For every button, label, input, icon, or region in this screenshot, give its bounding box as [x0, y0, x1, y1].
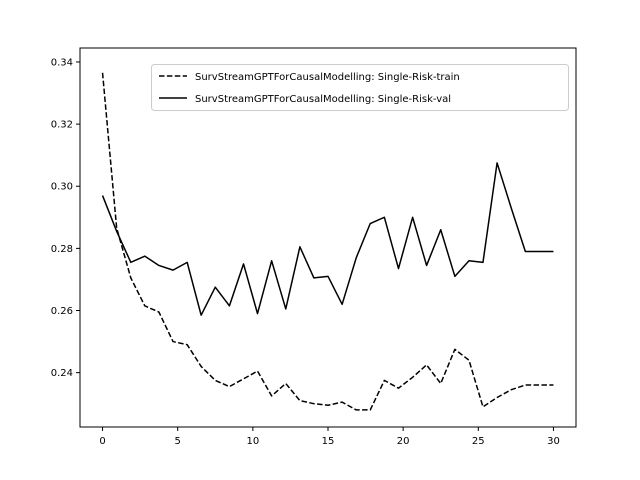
y-tick-label: 0.32	[51, 120, 73, 131]
y-tick-label: 0.26	[51, 306, 73, 317]
x-tick-label: 0	[99, 436, 105, 447]
series-line-val	[101, 162, 554, 316]
x-tick-label: 10	[246, 436, 259, 447]
y-axis: 0.24 0.26 0.28 0.30 0.32 0.34	[51, 57, 80, 379]
x-tick-label: 5	[175, 436, 181, 447]
x-tick-label: 20	[397, 436, 410, 447]
y-tick-label: 0.28	[51, 244, 73, 255]
y-tick-label: 0.24	[51, 368, 73, 379]
legend: SurvStreamGPTForCausalModelling: Single-…	[151, 64, 569, 111]
series-layer	[101, 72, 554, 411]
plot-area	[80, 48, 576, 427]
series-line-train	[101, 72, 554, 411]
legend-label-train: SurvStreamGPTForCausalModelling: Single-…	[195, 72, 460, 83]
y-tick-label: 0.30	[51, 182, 73, 193]
x-tick-label: 25	[472, 436, 485, 447]
legend-box	[151, 64, 569, 111]
x-axis: 0 5 10 15 20 25 30	[99, 427, 560, 447]
x-tick-label: 30	[547, 436, 560, 447]
y-tick-label: 0.34	[51, 57, 73, 68]
plot-frame	[79, 47, 577, 428]
x-tick-label: 15	[322, 436, 335, 447]
legend-label-val: SurvStreamGPTForCausalModelling: Single-…	[195, 94, 451, 105]
